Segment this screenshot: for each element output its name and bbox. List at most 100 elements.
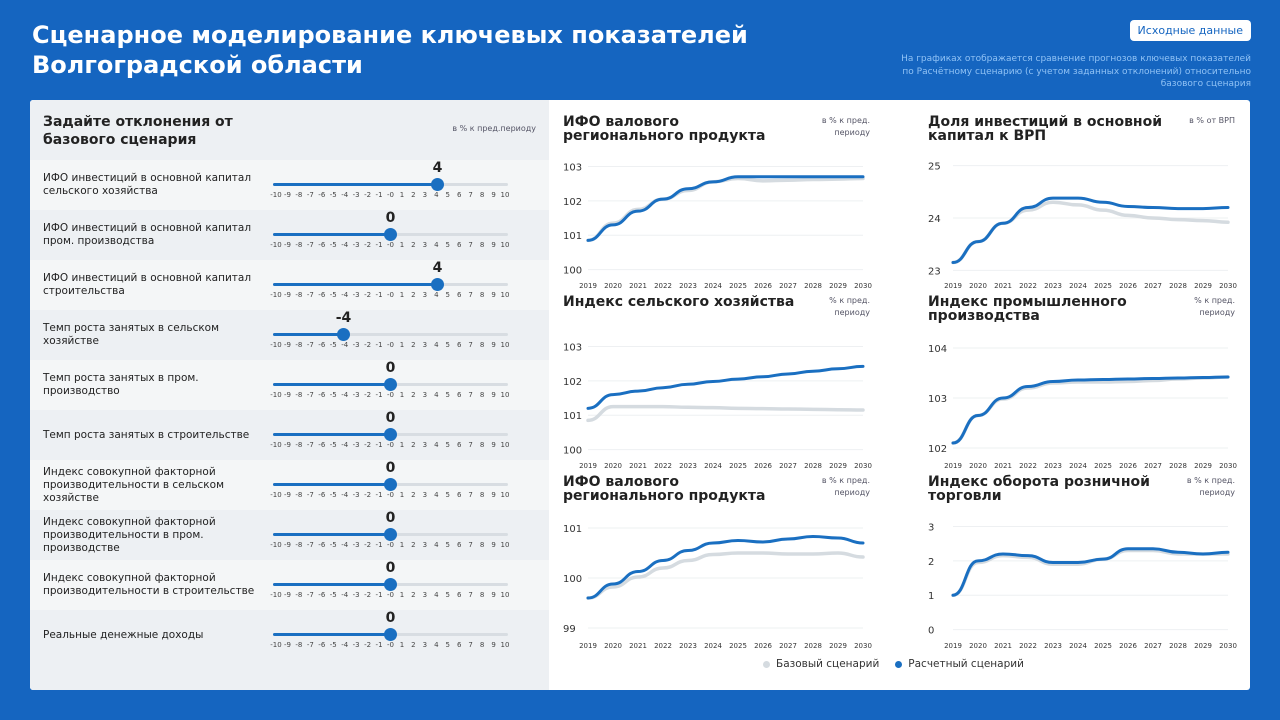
slider-ticks: -10 -9 -8 -7 -6 -5 -4 -3 -2 -1 -0 1 2 3 4 5 6 7 8 9 10	[30, 291, 549, 301]
slider-label: ИФО инвестиций в основной капитал пром. …	[43, 222, 252, 247]
slider-label: Темп роста занятых в пром. производство	[43, 372, 199, 397]
chart-panel: ИФО валового регионального продукта в % к…	[563, 474, 872, 650]
legend-item-base[interactable]: Базовый сценарий	[763, 658, 879, 670]
slider-thumb[interactable]	[384, 578, 397, 591]
slider-tick-label: -7	[306, 541, 314, 549]
x-tick-label: 2023	[679, 642, 697, 650]
slider-tick-label: -8	[295, 291, 303, 299]
x-tick-label: 2020	[969, 462, 987, 470]
slider-tick-label: 2	[411, 641, 416, 649]
slider-tick-label: 1	[399, 491, 405, 499]
x-tick-label: 2020	[604, 282, 622, 290]
x-tick-label: 2019	[579, 462, 597, 470]
slider-thumb[interactable]	[384, 478, 397, 491]
x-tick-label: 2019	[579, 642, 597, 650]
slider-tick-label: -9	[283, 591, 291, 599]
slider-row: Индекс совокупной факторной производител…	[30, 560, 549, 610]
slider-thumb[interactable]	[431, 278, 444, 291]
slider-tick-label: 5	[445, 241, 450, 249]
slider-fill	[273, 433, 391, 436]
chart-title: ИФО валового регионального продукта	[563, 474, 766, 504]
slider-tick-label: -6	[318, 391, 326, 399]
slider-fill	[273, 583, 391, 586]
slider-fill	[273, 283, 438, 286]
y-tick-label: 3	[928, 522, 934, 533]
slider-tick-label: 5	[445, 491, 450, 499]
slider-fill	[273, 333, 344, 336]
slider-value: 0	[385, 360, 396, 376]
slider-tick-label: 7	[468, 441, 473, 449]
slider-thumb[interactable]	[431, 178, 444, 191]
x-tick-label: 2027	[779, 282, 797, 290]
slider-tick-label: 7	[468, 541, 473, 549]
line-chart: 100 101 102 103 2019 2020 2021 2022 2023 2024 2025…	[563, 342, 872, 470]
slider-thumb[interactable]	[384, 528, 397, 541]
x-tick-label: 2021	[994, 462, 1012, 470]
x-tick-label: 2024	[1069, 642, 1087, 650]
x-tick-label: 2022	[654, 642, 672, 650]
slider-track[interactable]	[273, 183, 508, 186]
slider-tick-label: -7	[306, 241, 314, 249]
slider-thumb[interactable]	[384, 628, 397, 641]
slider-tick-label: -0	[387, 541, 394, 549]
slider-tick-label: 6	[456, 291, 462, 299]
slider-thumb[interactable]	[384, 228, 397, 241]
x-tick-label: 2029	[829, 642, 847, 650]
slider-tick-label: -9	[283, 641, 291, 649]
slider-tick-label: -3	[352, 591, 360, 599]
slider-thumb[interactable]	[337, 328, 350, 341]
slider-tick-label: -4	[341, 391, 349, 399]
slider-track[interactable]	[273, 333, 508, 336]
slider-tick-label: -8	[295, 491, 303, 499]
slider-tick-label: 2	[411, 291, 416, 299]
slider-tick-label: 7	[468, 241, 473, 249]
slider-track[interactable]	[273, 283, 508, 286]
slider-thumb[interactable]	[384, 428, 397, 441]
slider-tick-label: -6	[318, 441, 326, 449]
slider-tick-label: -6	[318, 541, 326, 549]
slider-tick-label: 8	[479, 641, 485, 649]
slider-tick-label: 5	[445, 341, 450, 349]
slider-tick-label: 6	[456, 441, 462, 449]
slider-tick-label: -4	[341, 241, 349, 249]
slider-tick-label: -3	[352, 491, 360, 499]
slider-tick-label: -0	[387, 191, 394, 199]
x-tick-label: 2026	[754, 462, 772, 470]
slider-tick-label: 2	[411, 391, 416, 399]
legend-item-calc[interactable]: Расчетный сценарий	[895, 658, 1024, 670]
slider-tick-label: 8	[479, 191, 485, 199]
slider-tick-label: -4	[341, 341, 349, 349]
slider-tick-label: 7	[468, 591, 473, 599]
slider-tick-label: 3	[422, 641, 428, 649]
x-tick-label: 2030	[1219, 462, 1237, 470]
slider-value: 0	[385, 410, 396, 426]
slider-tick-label: -5	[329, 241, 337, 249]
slider-tick-label: 8	[479, 241, 485, 249]
x-tick-label: 2021	[994, 282, 1012, 290]
slider-tick-label: -1	[375, 641, 383, 649]
slider-tick-label: -7	[306, 391, 314, 399]
slider-tick-label: 10	[500, 291, 510, 299]
slider-tick-label: 4	[434, 441, 439, 449]
slider-value: 4	[432, 160, 443, 176]
x-tick-label: 2027	[779, 462, 797, 470]
x-tick-label: 2024	[1069, 282, 1087, 290]
slider-tick-label: -1	[375, 441, 383, 449]
slider-label: Индекс совокупной факторной производител…	[43, 465, 224, 504]
slider-tick-label: -9	[283, 541, 291, 549]
source-data-button[interactable]: Исходные данные	[1129, 20, 1251, 41]
slider-tick-label: 9	[491, 541, 496, 549]
slider-tick-label: -10	[270, 391, 282, 399]
y-tick-label: 23	[928, 266, 941, 277]
slider-tick-label: -6	[318, 641, 326, 649]
slider-tick-label: -1	[375, 241, 383, 249]
slider-thumb[interactable]	[384, 378, 397, 391]
slider-tick-label: 6	[456, 491, 462, 499]
slider-tick-label: -2	[364, 391, 372, 399]
slider-label: Индекс совокупной факторной производител…	[43, 515, 216, 554]
x-tick-label: 2027	[1144, 462, 1162, 470]
x-tick-label: 2025	[729, 642, 747, 650]
slider-tick-label: 10	[500, 191, 510, 199]
slider-tick-label: -3	[352, 541, 360, 549]
x-tick-label: 2029	[1194, 462, 1212, 470]
